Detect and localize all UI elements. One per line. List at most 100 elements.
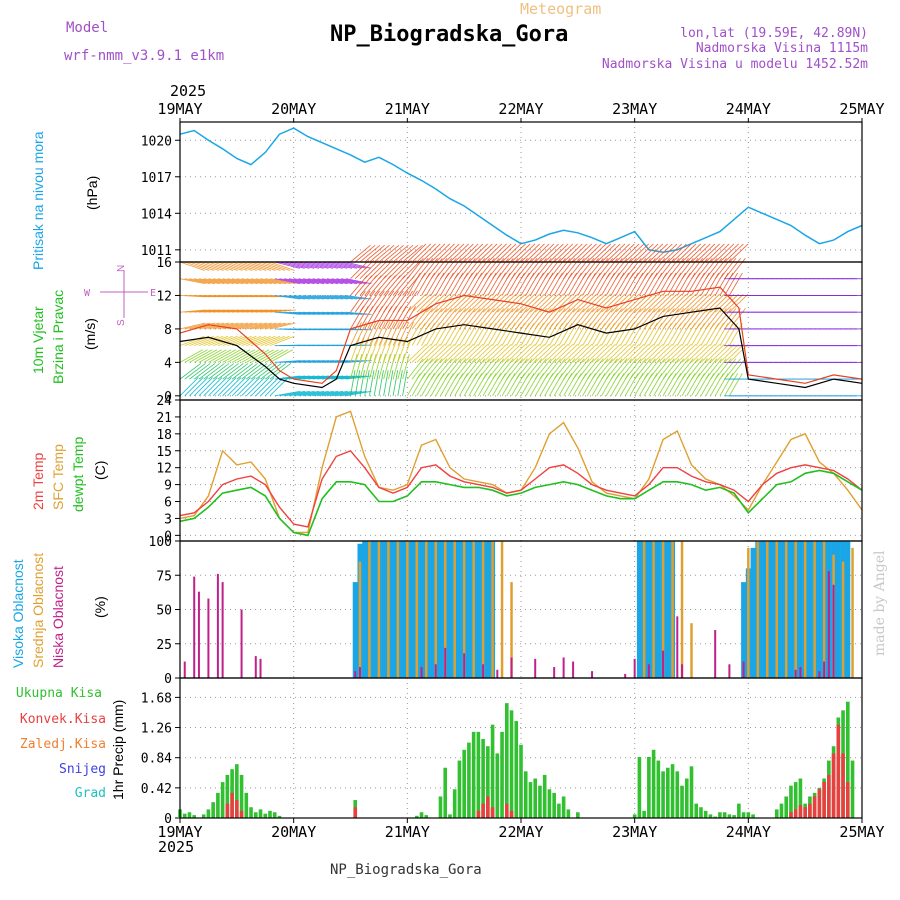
wind-barb [515,358,533,380]
wind-barb [421,243,441,263]
wind-barb [326,375,353,380]
wind-barb [435,257,453,280]
wind-barb [605,293,626,313]
wind-barb [189,278,216,285]
wind-barb [586,308,604,330]
wind-barb [184,261,210,271]
wind-barb [203,261,229,271]
day-label-top: 24MAY [726,100,771,118]
wind-barb [648,293,668,313]
wind-barb [478,293,498,313]
precip-rain-bar [684,778,689,818]
wind-barb [217,261,243,271]
wind-barb [563,243,583,263]
wind-barb [388,260,408,280]
wind-barb [459,343,479,363]
wind-barb [568,243,588,263]
wind-barb [397,321,410,346]
temp-ytick-label: 9 [164,479,172,494]
precip-convective-bar [827,774,831,818]
precip-rain-bar [703,810,708,818]
wind-barb [577,293,597,313]
wind-barb [298,295,325,300]
wind-barb [672,343,692,363]
wind-barb [264,377,284,397]
wind-barb [402,244,423,263]
precip-rain-bar [452,789,457,818]
wind-barb [269,377,289,397]
wind-barb [312,390,339,397]
wind-barb [530,257,547,280]
wind-barb [425,343,446,363]
day-label-top: 22MAY [498,100,543,118]
wind-barb [430,257,448,280]
wind-barb [610,308,628,330]
wind-barb [397,275,415,296]
wind-barb [444,343,465,363]
wind-barb [705,358,723,380]
wind-barb [463,343,484,363]
wind-barb [572,243,593,263]
wind-barb [473,257,491,280]
temp-ytick-label: 18 [156,428,172,443]
wind-barb [482,358,500,380]
wind-barb [250,261,276,271]
footer-station: NP_Biogradska_Gora [330,862,482,878]
wind-barb [217,322,244,330]
wind-barb [700,257,718,280]
wind-barb [392,244,414,263]
wind-barb [250,349,274,363]
legend-freezing: Zaledj.Kisa [19,737,106,752]
legend-convective: Konvek.Kisa [19,712,106,727]
precip-rain-bar [471,731,476,818]
cloud-low-bar [742,661,745,678]
wind-barb [639,358,656,380]
wind-ytick-label: 0 [164,390,172,405]
wind-barb [241,363,263,380]
precip-rain-bar [533,778,538,818]
precip-rain-bar [779,803,784,818]
wind-barb [387,370,394,396]
wind-barb [534,243,555,263]
wind-barb [397,306,412,330]
cloud-mid-bar [472,541,475,678]
cloud-low-bar [714,630,717,678]
wind-barb [425,243,446,263]
wind-barb [487,243,507,263]
wind-barb [558,343,578,363]
wind-barb [610,243,631,263]
wind-barb [359,337,370,363]
wind-barb [279,295,306,300]
wind-barb [317,295,344,300]
wind-barb [605,257,623,280]
wind-barb [695,343,716,363]
cloud-low-bar [193,576,196,678]
cloud-high-bar [655,541,661,678]
wind-barb [714,243,735,263]
day-label-bottom: 21MAY [385,823,430,841]
precip-rain-bar [201,814,206,818]
wind-barb [359,275,378,296]
cloud-high-bar [797,541,803,678]
day-label-bottom: 23MAY [612,823,657,841]
wind-barb [686,257,704,280]
wind-barb [629,257,647,280]
wind-barb [629,293,649,313]
wind-barb [615,257,633,280]
cloud-high-bar [437,541,443,678]
wind-barb [383,260,403,280]
wind-barb [373,260,393,280]
wind-barb [326,390,353,397]
wind-barb [331,278,358,285]
wind-barb [454,293,474,313]
wind-barb [676,243,697,263]
pressure-ytick-label: 1011 [141,244,172,259]
wind-barb [336,261,362,269]
wind-barb [620,343,640,363]
precip-convective-bar [808,803,812,818]
wind-barb [501,343,522,363]
cloud-ytick-label: 50 [156,604,172,619]
wind-barb [454,243,474,263]
precip-rain-bar [666,767,670,818]
wind-barb [392,337,403,363]
